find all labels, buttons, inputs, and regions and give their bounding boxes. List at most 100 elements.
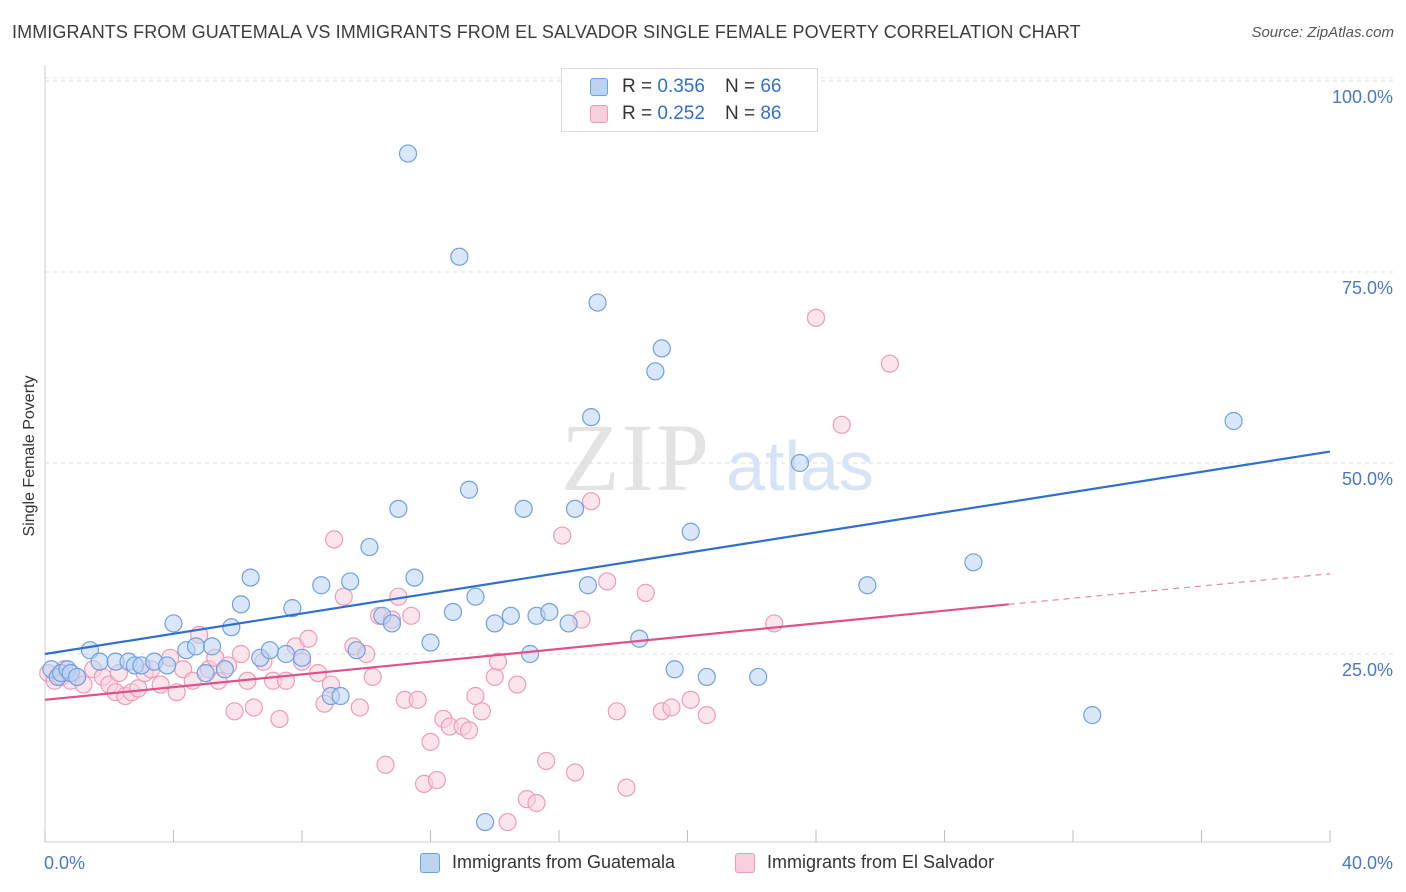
point-el-salvador bbox=[582, 492, 601, 511]
point-el-salvador bbox=[129, 679, 148, 698]
point-el-salvador bbox=[607, 702, 626, 721]
point-guatemala bbox=[652, 339, 671, 358]
point-guatemala bbox=[665, 660, 684, 679]
point-guatemala bbox=[565, 499, 585, 518]
trend-line-el-salvador bbox=[44, 603, 1009, 701]
point-guatemala bbox=[582, 408, 601, 427]
series-legend: Immigrants from Guatemala Immigrants fro… bbox=[0, 850, 1406, 880]
point-guatemala bbox=[164, 614, 183, 633]
point-guatemala bbox=[630, 629, 649, 648]
point-el-salvador bbox=[553, 526, 572, 545]
legend-swatch-el-salvador bbox=[735, 852, 755, 873]
n-value-el-salvador: 86 bbox=[760, 103, 782, 124]
trend-extension-el-salvador bbox=[1008, 573, 1331, 605]
legend-swatch-guatemala bbox=[590, 78, 608, 96]
point-el-salvador bbox=[270, 709, 289, 729]
point-el-salvador bbox=[244, 698, 263, 717]
point-guatemala bbox=[520, 644, 540, 664]
point-el-salvador bbox=[832, 415, 851, 434]
point-el-salvador bbox=[662, 698, 681, 717]
point-el-salvador bbox=[421, 732, 440, 751]
r-label: R = bbox=[622, 103, 653, 124]
y-tick-label: 100.0% bbox=[1332, 87, 1393, 107]
point-el-salvador bbox=[402, 606, 421, 625]
point-guatemala bbox=[231, 595, 251, 614]
point-el-salvador bbox=[231, 644, 251, 664]
stats-row-el-salvador: R = 0.252 N = 86 bbox=[590, 102, 781, 126]
point-guatemala bbox=[389, 499, 408, 518]
point-guatemala bbox=[347, 641, 366, 660]
point-el-salvador bbox=[325, 530, 344, 549]
series-guatemala-points bbox=[42, 144, 1243, 832]
point-guatemala bbox=[501, 606, 520, 625]
point-guatemala bbox=[341, 572, 360, 591]
point-el-salvador bbox=[537, 751, 556, 771]
point-el-salvador bbox=[427, 770, 447, 790]
point-el-salvador bbox=[488, 652, 508, 671]
point-el-salvador bbox=[681, 690, 700, 709]
point-el-salvador bbox=[880, 354, 899, 373]
point-guatemala bbox=[964, 553, 983, 572]
point-guatemala bbox=[459, 480, 479, 499]
r-value-el-salvador: 0.252 bbox=[657, 103, 705, 124]
point-guatemala bbox=[588, 293, 607, 312]
point-el-salvador bbox=[151, 675, 170, 694]
n-value-guatemala: 66 bbox=[760, 76, 782, 97]
point-guatemala bbox=[749, 667, 768, 687]
point-el-salvador bbox=[565, 763, 585, 782]
point-el-salvador bbox=[636, 583, 655, 602]
point-guatemala bbox=[790, 453, 810, 473]
point-guatemala bbox=[476, 812, 495, 832]
point-guatemala bbox=[681, 522, 700, 541]
point-guatemala bbox=[540, 602, 559, 622]
legend-item-el-salvador[interactable]: Immigrants from El Salvador bbox=[735, 852, 994, 873]
point-el-salvador bbox=[765, 614, 784, 633]
point-guatemala bbox=[360, 537, 379, 557]
legend-swatch-guatemala bbox=[420, 852, 440, 873]
y-tick-label: 50.0% bbox=[1342, 469, 1393, 489]
legend-swatch-el-salvador bbox=[590, 105, 608, 123]
point-guatemala bbox=[1224, 411, 1243, 431]
x-tick-label-min: 0.0% bbox=[44, 853, 85, 873]
point-guatemala bbox=[450, 247, 469, 266]
point-guatemala bbox=[405, 568, 424, 587]
n-label: N = bbox=[724, 76, 756, 97]
point-el-salvador bbox=[806, 308, 826, 327]
point-el-salvador bbox=[485, 667, 504, 687]
y-tick-label: 25.0% bbox=[1342, 660, 1393, 680]
point-guatemala bbox=[276, 644, 296, 664]
point-el-salvador bbox=[472, 702, 491, 721]
trend-lines bbox=[44, 450, 1331, 701]
r-label: R = bbox=[622, 76, 653, 97]
x-tick-label-max: 40.0% bbox=[1342, 853, 1393, 873]
series-el-salvador-points bbox=[39, 308, 899, 832]
r-value-guatemala: 0.356 bbox=[657, 76, 705, 97]
point-guatemala bbox=[858, 576, 877, 595]
legend-label-guatemala: Immigrants from Guatemala bbox=[452, 852, 676, 872]
point-el-salvador bbox=[459, 721, 479, 740]
stats-legend: R = 0.356 N = 66 R = 0.252 N = 86 bbox=[561, 68, 818, 132]
legend-item-guatemala[interactable]: Immigrants from Guatemala bbox=[420, 852, 675, 873]
y-tick-label: 75.0% bbox=[1342, 278, 1393, 298]
point-guatemala bbox=[215, 660, 234, 679]
point-guatemala bbox=[90, 652, 109, 671]
point-el-salvador bbox=[376, 755, 395, 774]
n-label: N = bbox=[724, 103, 756, 124]
legend-label-el-salvador: Immigrants from El Salvador bbox=[767, 852, 995, 872]
tick-labels: 25.0% 50.0% 75.0% 100.0% 0.0% 40.0% bbox=[44, 87, 1393, 873]
point-guatemala bbox=[485, 614, 504, 633]
point-el-salvador bbox=[598, 572, 617, 591]
point-guatemala bbox=[196, 663, 215, 683]
trend-line-guatemala bbox=[44, 450, 1331, 656]
point-guatemala bbox=[283, 599, 302, 618]
point-guatemala bbox=[241, 568, 260, 587]
point-el-salvador bbox=[225, 702, 244, 721]
point-el-salvador bbox=[334, 587, 353, 606]
point-guatemala bbox=[292, 648, 312, 667]
point-el-salvador bbox=[527, 793, 546, 813]
point-el-salvador bbox=[697, 706, 716, 725]
point-guatemala bbox=[382, 614, 402, 633]
point-guatemala bbox=[186, 637, 206, 656]
point-el-salvador bbox=[408, 690, 427, 709]
